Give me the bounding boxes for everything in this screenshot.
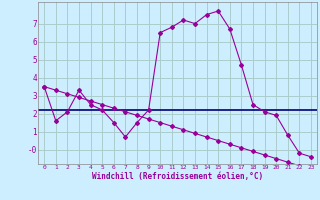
X-axis label: Windchill (Refroidissement éolien,°C): Windchill (Refroidissement éolien,°C) xyxy=(92,172,263,181)
